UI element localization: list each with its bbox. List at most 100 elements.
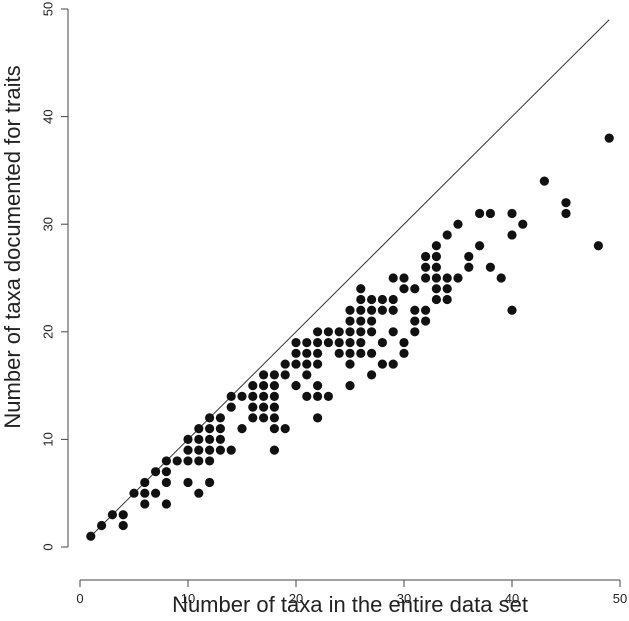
data-point (194, 434, 204, 444)
data-point (377, 305, 387, 315)
data-point (97, 520, 107, 531)
data-point (259, 402, 269, 412)
data-point (205, 456, 215, 466)
data-point (323, 327, 333, 337)
data-point (259, 391, 269, 401)
data-point (475, 208, 485, 219)
x-tick-label: 30 (397, 591, 411, 606)
data-point (388, 273, 398, 283)
data-point (388, 327, 398, 337)
data-point (431, 251, 441, 262)
data-point (291, 381, 301, 391)
data-point (377, 294, 387, 305)
data-point (172, 456, 182, 466)
data-point (496, 273, 506, 283)
data-point (248, 381, 258, 391)
data-point (248, 402, 258, 412)
y-tick-label: 10 (41, 432, 56, 446)
data-point (442, 273, 452, 283)
data-point (345, 381, 355, 391)
data-point (345, 327, 355, 337)
data-point (367, 327, 377, 337)
data-point (259, 413, 269, 423)
data-point (561, 198, 571, 208)
data-point (313, 381, 323, 391)
data-point (475, 241, 485, 251)
data-point (118, 520, 128, 531)
data-point (507, 305, 517, 315)
x-axis-title: Number of taxa in the entire data set (172, 592, 528, 617)
data-point (410, 316, 420, 326)
data-point (226, 402, 236, 412)
data-point (399, 348, 409, 358)
data-point (269, 391, 279, 401)
data-point (367, 348, 377, 358)
data-point (388, 359, 398, 369)
data-point (410, 284, 420, 294)
data-point (259, 381, 269, 391)
data-point (269, 370, 279, 380)
data-point (345, 337, 355, 348)
data-point (151, 467, 161, 477)
data-point (248, 413, 258, 423)
data-point (183, 477, 193, 488)
data-point (431, 284, 441, 294)
data-point (334, 337, 344, 348)
data-point (367, 305, 377, 315)
data-point (367, 316, 377, 326)
data-point (215, 413, 225, 423)
data-point (280, 359, 290, 369)
data-point (539, 176, 550, 186)
data-point (507, 230, 517, 240)
data-point (313, 413, 323, 423)
x-tick-label: 50 (613, 591, 627, 606)
data-point (215, 434, 225, 444)
data-point (453, 273, 463, 283)
data-point (442, 230, 452, 240)
data-point (356, 294, 366, 305)
y-tick-label: 50 (41, 2, 56, 16)
data-point (194, 445, 204, 455)
data-point (453, 219, 463, 229)
data-point (399, 284, 409, 294)
y-tick-label: 30 (41, 217, 56, 231)
data-point (464, 262, 474, 272)
data-point (604, 133, 614, 143)
data-point (399, 273, 409, 283)
data-point (269, 413, 279, 423)
data-point (421, 273, 431, 283)
data-point (129, 488, 139, 498)
data-point (302, 391, 312, 401)
data-point (464, 251, 474, 262)
data-point (302, 359, 312, 369)
data-point (367, 294, 377, 305)
x-tick-label: 10 (181, 591, 195, 606)
y-tick-label: 20 (41, 325, 56, 339)
data-point (356, 337, 366, 348)
data-point (356, 305, 366, 315)
data-point (442, 294, 452, 305)
data-point (356, 284, 366, 294)
x-tick-label: 40 (505, 591, 519, 606)
data-point (151, 488, 161, 498)
data-point (421, 262, 431, 272)
data-point (140, 477, 150, 488)
data-point (388, 294, 398, 305)
data-point (302, 348, 312, 358)
data-point (291, 337, 301, 348)
data-point (313, 391, 323, 401)
data-point (313, 327, 323, 337)
data-point (313, 348, 323, 358)
data-point (248, 391, 258, 401)
data-point (215, 445, 225, 455)
data-point (140, 499, 150, 509)
data-point (323, 391, 333, 401)
data-point (280, 370, 290, 380)
data-point (421, 251, 431, 262)
data-point (421, 305, 431, 315)
data-point (410, 305, 420, 315)
data-point (485, 262, 495, 272)
data-point (367, 370, 377, 380)
data-point (593, 241, 604, 251)
